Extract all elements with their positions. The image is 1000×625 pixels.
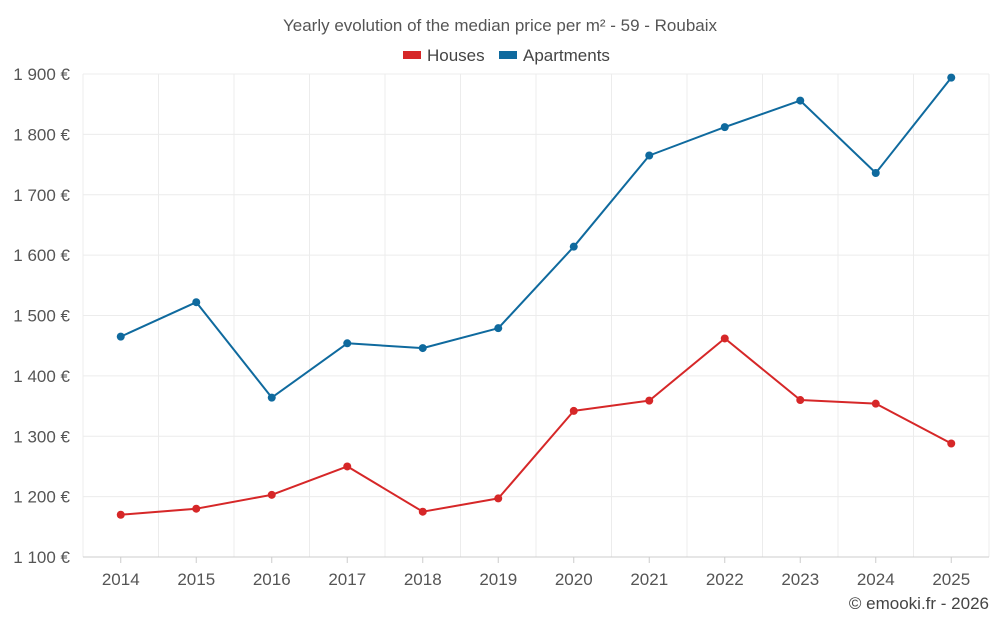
y-tick-label: 1 100 € [13,548,70,567]
data-point-apartments[interactable] [645,151,654,160]
x-tick-label: 2025 [932,570,970,589]
x-tick-label: 2021 [630,570,668,589]
data-point-houses[interactable] [720,334,729,343]
data-point-apartments[interactable] [267,393,276,402]
x-tick-label: 2015 [177,570,215,589]
data-point-houses[interactable] [871,399,880,408]
x-tick-label: 2024 [857,570,895,589]
x-tick-label: 2019 [479,570,517,589]
data-point-apartments[interactable] [796,96,805,105]
data-point-houses[interactable] [418,507,427,516]
x-tick-label: 2017 [328,570,366,589]
series-line-apartments [120,76,953,399]
series-line-houses [120,337,952,516]
data-point-apartments[interactable] [720,123,729,132]
data-point-houses[interactable] [645,396,654,405]
legend-item-houses[interactable]: Houses [403,46,485,65]
x-tick-label: 2018 [404,570,442,589]
x-tick-label: 2020 [555,570,593,589]
data-point-apartments[interactable] [494,324,503,333]
data-point-houses[interactable] [569,406,578,415]
data-point-houses[interactable] [947,439,956,448]
y-tick-label: 1 800 € [13,125,70,144]
data-point-houses[interactable] [343,462,352,471]
x-tick-label: 2022 [706,570,744,589]
y-tick-label: 1 500 € [13,307,70,326]
legend-swatch [499,51,517,59]
data-point-houses[interactable] [192,504,201,513]
series-apartments [116,73,956,402]
legend-label: Apartments [523,46,610,65]
data-point-apartments[interactable] [947,73,956,82]
legend-swatch [403,51,421,59]
series-houses [116,334,956,519]
y-tick-label: 1 900 € [13,65,70,84]
legend-item-apartments[interactable]: Apartments [499,46,610,65]
data-point-houses[interactable] [796,396,805,405]
y-tick-label: 1 200 € [13,488,70,507]
x-tick-label: 2014 [102,570,140,589]
data-point-apartments[interactable] [418,344,427,353]
data-point-apartments[interactable] [192,298,201,307]
x-tick-label: 2016 [253,570,291,589]
data-point-apartments[interactable] [569,242,578,251]
chart-title: Yearly evolution of the median price per… [283,16,718,35]
series-layer [116,73,956,519]
data-point-apartments[interactable] [343,339,352,348]
data-point-apartments[interactable] [116,332,125,341]
credit-text: © emooki.fr - 2026 [849,594,989,613]
data-point-houses[interactable] [116,510,125,519]
data-point-houses[interactable] [267,490,276,499]
y-tick-label: 1 400 € [13,367,70,386]
y-tick-label: 1 300 € [13,427,70,446]
data-point-houses[interactable] [494,494,503,503]
legend-label: Houses [427,46,485,65]
axis-layer: 1 100 € 1 200 € 1 300 € 1 400 € 1 500 € 1 600… [13,65,989,589]
data-point-apartments[interactable] [871,169,880,178]
legend[interactable]: Houses Apartments [403,46,610,65]
y-tick-label: 1 700 € [13,186,70,205]
grid-layer [82,73,990,557]
x-tick-label: 2023 [781,570,819,589]
y-tick-label: 1 600 € [13,246,70,265]
